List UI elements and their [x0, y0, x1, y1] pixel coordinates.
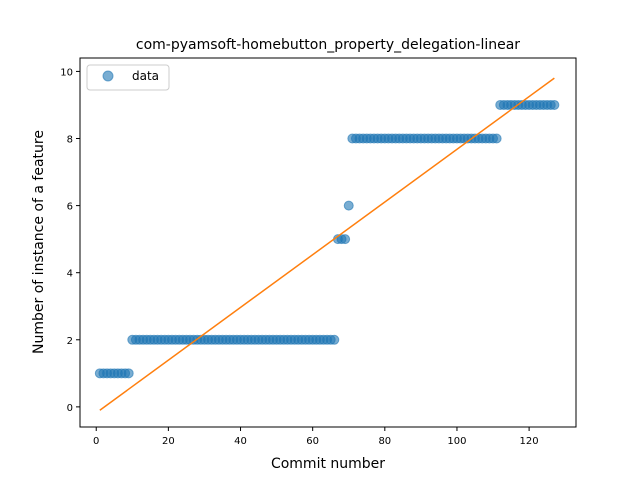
x-axis: 0 20 40 60 80 100 120 — [93, 427, 539, 447]
y-tick-label: 4 — [67, 269, 73, 280]
y-axis: 0 2 4 6 8 10 — [60, 67, 80, 414]
x-tick-label: 40 — [234, 436, 247, 447]
data-point — [549, 99, 560, 110]
y-tick-label: 8 — [67, 135, 73, 146]
x-tick-label: 0 — [93, 436, 99, 447]
data-point — [340, 234, 351, 245]
chart-title: com-pyamsoft-homebutton_property_delegat… — [136, 37, 520, 53]
data-point — [329, 334, 340, 345]
data-point — [491, 133, 502, 144]
x-tick-label: 80 — [378, 436, 391, 447]
plot-frame — [79, 57, 577, 428]
y-tick-label: 2 — [67, 336, 73, 347]
x-axis-label: Commit number — [271, 456, 385, 472]
y-tick-label: 6 — [67, 202, 73, 213]
data-point — [123, 368, 134, 379]
fit-line — [99, 77, 555, 411]
legend-marker-data — [102, 70, 114, 82]
x-tick-label: 120 — [520, 436, 539, 447]
y-tick-label: 10 — [60, 67, 73, 78]
x-tick-label: 100 — [447, 436, 466, 447]
data-point — [343, 200, 354, 211]
plot-area — [94, 77, 560, 411]
legend: data — [86, 64, 170, 91]
y-tick-label: 0 — [67, 403, 73, 414]
y-axis-label: Number of instance of a feature — [31, 130, 47, 354]
x-tick-label: 20 — [162, 436, 175, 447]
legend-label-data: data — [132, 69, 159, 83]
x-tick-label: 60 — [306, 436, 319, 447]
